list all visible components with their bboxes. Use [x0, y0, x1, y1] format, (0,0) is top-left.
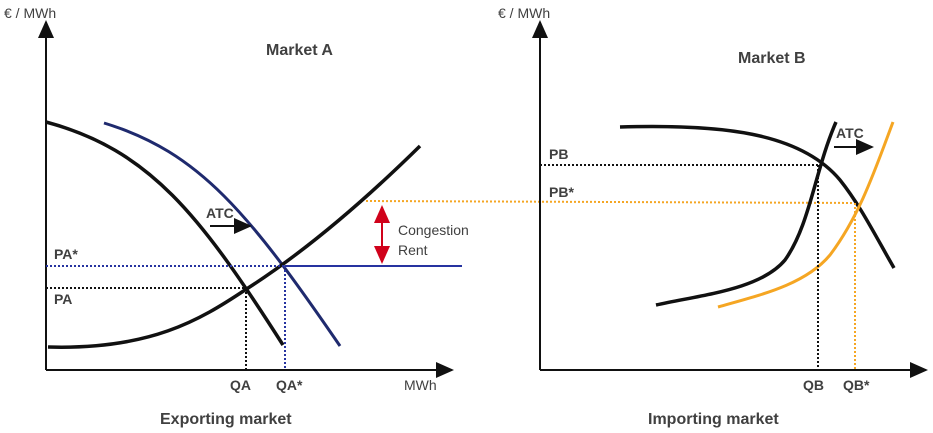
market-b-caption: Importing market	[648, 411, 779, 428]
market-a-title: Market A	[266, 42, 333, 59]
market-b-shifted-supply-curve	[717, 121, 895, 309]
market-a-y-axis-label: € / MWh	[4, 5, 56, 21]
market-b-supply-curve	[655, 121, 838, 307]
market-b-qb-label: QB	[803, 377, 824, 393]
market-b-demand-curve	[619, 124, 896, 269]
market-a-pa-label: PA	[54, 291, 72, 307]
market-b-y-axis-label: € / MWh	[498, 5, 550, 21]
market-a-pa-star-label: PA*	[54, 246, 78, 262]
market-a-qa-star-label: QA*	[276, 377, 303, 393]
market-a-supply-curve	[47, 144, 422, 349]
market-b-pb-label: PB	[549, 146, 568, 162]
market-a-qa-label: QA	[230, 377, 251, 393]
market-b-pb-star-label: PB*	[549, 184, 574, 200]
market-a-demand-curve	[45, 120, 285, 346]
market-a-caption: Exporting market	[160, 411, 292, 428]
market-a-x-axis-label: MWh	[404, 377, 437, 393]
market-b-panel: € / MWh Market B PB PB* QB QB* ATC Impor…	[498, 5, 928, 428]
market-b-qb-star-label: QB*	[843, 377, 870, 393]
congestion-rent-label-line2: Rent	[398, 242, 428, 258]
market-b-title: Market B	[738, 50, 806, 67]
pb-star-connector-line	[365, 200, 859, 204]
market-a-shifted-demand-curve	[103, 121, 342, 347]
market-b-atc-label: ATC	[836, 125, 864, 141]
market-a-atc-label: ATC	[206, 205, 234, 221]
market-a-panel: € / MWh MWh Market A PA* PA QA QA* ATC C…	[4, 5, 469, 428]
congestion-rent-label-line1: Congestion	[398, 222, 469, 238]
